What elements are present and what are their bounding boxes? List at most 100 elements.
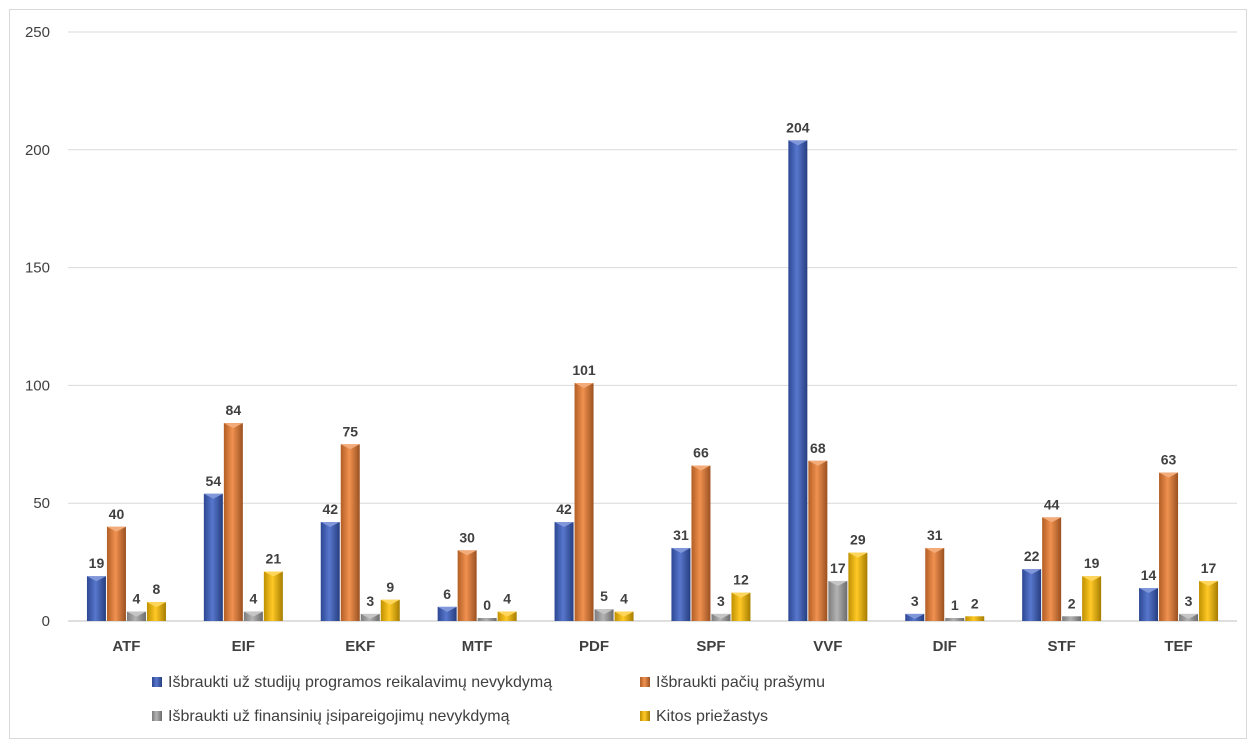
data-label: 63 bbox=[1161, 452, 1177, 468]
bar-bevel bbox=[848, 552, 868, 558]
y-tick-label: 0 bbox=[42, 613, 50, 630]
y-tick-label: 250 bbox=[25, 24, 50, 41]
data-label: 9 bbox=[386, 579, 394, 595]
x-tick-label: TEF bbox=[1164, 638, 1192, 655]
bar-bevel bbox=[340, 444, 360, 450]
data-label: 4 bbox=[133, 591, 141, 607]
bar-bevel bbox=[1199, 580, 1219, 586]
bar-dif-series-3 bbox=[945, 618, 965, 621]
bar-eif-series-2 bbox=[223, 423, 243, 621]
bar-bevel bbox=[263, 571, 283, 577]
y-tick-label: 50 bbox=[33, 495, 50, 512]
x-tick-label: PDF bbox=[579, 638, 609, 655]
bar-ekf-series-2 bbox=[340, 444, 360, 621]
bar-bevel bbox=[614, 611, 634, 617]
bar-bevel bbox=[146, 602, 166, 608]
data-label: 29 bbox=[850, 532, 866, 548]
bar-bevel bbox=[1179, 613, 1199, 619]
legend-swatch bbox=[640, 711, 650, 721]
bar-ekf-series-4 bbox=[380, 599, 400, 621]
bar-spf-series-2 bbox=[691, 465, 711, 621]
data-label: 17 bbox=[1201, 560, 1217, 576]
data-label: 54 bbox=[206, 473, 222, 489]
x-tick-label: ATF bbox=[112, 638, 140, 655]
bar-tef-series-2 bbox=[1159, 472, 1179, 621]
data-label: 30 bbox=[459, 529, 475, 545]
bar-bevel bbox=[243, 611, 263, 617]
bar-bevel bbox=[1159, 472, 1179, 478]
data-label: 204 bbox=[786, 119, 810, 135]
bar-bevel bbox=[1082, 576, 1102, 582]
data-label: 68 bbox=[810, 440, 826, 456]
bar-eif-series-1 bbox=[203, 493, 223, 621]
bar-bevel bbox=[671, 547, 691, 553]
data-label: 8 bbox=[153, 581, 161, 597]
bar-bevel bbox=[788, 140, 808, 146]
bar-pdf-series-2 bbox=[574, 383, 594, 621]
legend-entry: Išbraukti pačių prašymu bbox=[656, 674, 825, 691]
bar-bevel bbox=[497, 611, 517, 617]
data-label: 17 bbox=[830, 560, 846, 576]
data-label: 12 bbox=[733, 572, 749, 588]
bar-bevel bbox=[106, 526, 126, 532]
bar-bevel bbox=[1022, 569, 1042, 575]
x-tick-label: SPF bbox=[696, 638, 725, 655]
data-label: 21 bbox=[266, 551, 282, 567]
legend-entry: Išbraukti už studijų programos reikalavi… bbox=[168, 674, 552, 691]
bar-tef-series-1 bbox=[1139, 588, 1159, 621]
data-label: 5 bbox=[600, 588, 608, 604]
data-label: 31 bbox=[927, 527, 943, 543]
data-label: 4 bbox=[503, 591, 511, 607]
data-label: 101 bbox=[572, 362, 596, 378]
data-label: 42 bbox=[556, 501, 572, 517]
data-label: 0 bbox=[483, 597, 491, 613]
bar-bevel bbox=[126, 611, 146, 617]
gridlines bbox=[68, 31, 1237, 622]
data-label: 22 bbox=[1024, 548, 1040, 564]
bar-pdf-series-3 bbox=[594, 609, 614, 621]
bar-tef-series-4 bbox=[1199, 580, 1219, 621]
bar-mtf-series-2 bbox=[457, 550, 477, 621]
bar-eif-series-4 bbox=[263, 571, 283, 621]
bar-stf-series-4 bbox=[1082, 576, 1102, 621]
bar-atf-series-2 bbox=[106, 526, 126, 621]
x-tick-label: DIF bbox=[933, 638, 957, 655]
bars-group bbox=[86, 140, 1219, 621]
x-tick-label: EIF bbox=[232, 638, 255, 655]
bar-dif-series-2 bbox=[925, 547, 945, 621]
bar-bevel bbox=[320, 522, 340, 528]
data-label: 6 bbox=[443, 586, 451, 602]
data-label: 4 bbox=[249, 591, 257, 607]
legend-swatch bbox=[152, 677, 162, 687]
data-label: 1 bbox=[951, 597, 959, 613]
bar-pdf-series-1 bbox=[554, 522, 574, 621]
bar-bevel bbox=[223, 423, 243, 429]
bar-stf-series-3 bbox=[1062, 616, 1082, 621]
legend: Išbraukti už studijų programos reikalavi… bbox=[152, 674, 825, 725]
bar-vvf-series-3 bbox=[828, 580, 848, 621]
bar-stf-series-1 bbox=[1022, 569, 1042, 621]
x-tick-label: VVF bbox=[813, 638, 842, 655]
bar-bevel bbox=[554, 522, 574, 528]
data-label: 31 bbox=[673, 527, 689, 543]
data-label: 19 bbox=[89, 555, 105, 571]
data-label: 75 bbox=[342, 423, 358, 439]
data-label: 2 bbox=[971, 595, 979, 611]
bar-atf-series-1 bbox=[86, 576, 106, 621]
legend-entry: Kitos priežastys bbox=[656, 708, 768, 725]
bar-mtf-series-1 bbox=[437, 606, 457, 621]
bar-bevel bbox=[828, 580, 848, 586]
bar-bevel bbox=[711, 613, 731, 619]
y-tick-label: 100 bbox=[25, 377, 50, 394]
bar-bevel bbox=[1139, 588, 1159, 594]
y-axis-ticks: 0 50 100 150 200 250 bbox=[25, 24, 50, 630]
y-tick-label: 150 bbox=[25, 260, 50, 277]
bar-bevel bbox=[437, 606, 457, 612]
data-label: 44 bbox=[1044, 496, 1060, 512]
data-label: 3 bbox=[366, 593, 374, 609]
data-label: 14 bbox=[1141, 567, 1157, 583]
bar-spf-series-1 bbox=[671, 547, 691, 621]
data-label: 66 bbox=[693, 445, 709, 461]
